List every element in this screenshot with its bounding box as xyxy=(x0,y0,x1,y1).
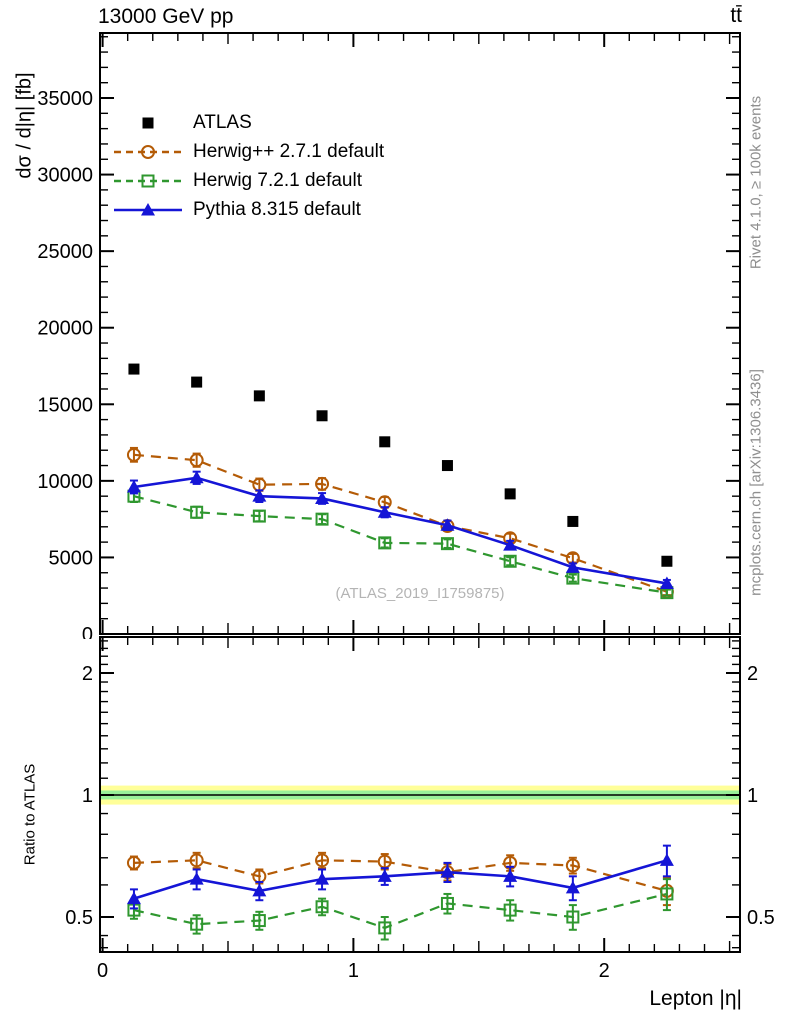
main-y-axis-label: dσ / d|η| [fb] xyxy=(13,72,36,179)
svg-text:0: 0 xyxy=(82,624,93,646)
atlas-uncertainty-band xyxy=(100,785,740,805)
tick-labels: 5000 10000 15000 20000 25000 30000 35000 0 0.5 0.… xyxy=(37,88,774,982)
series-herwig xyxy=(126,446,674,599)
ratio-series xyxy=(126,844,674,941)
svg-text:2: 2 xyxy=(747,663,758,685)
ratio-y-axis-label: Ratio to ATLAS xyxy=(21,763,39,866)
ratio-frame xyxy=(99,636,741,953)
analysis-watermark: (ATLAS_2019_I1759875) xyxy=(335,585,505,602)
legend-marker-pythia-icon xyxy=(114,202,182,215)
legend-label-pythia: Pythia 8.315 default xyxy=(193,198,361,220)
svg-text:1: 1 xyxy=(82,785,93,807)
series-atlas xyxy=(128,363,673,567)
main-series xyxy=(126,363,674,600)
beam-energy-title: 13000 GeV pp xyxy=(98,5,234,28)
ratio-series-herwig xyxy=(127,878,674,941)
axis-ticks xyxy=(100,33,740,952)
svg-text:20000: 20000 xyxy=(37,318,93,340)
ratio-series-pythia xyxy=(126,844,674,910)
legend-marker-herwigpp-icon xyxy=(114,144,182,159)
svg-text:0.5: 0.5 xyxy=(65,907,93,929)
svg-text:35000: 35000 xyxy=(37,88,93,110)
svg-text:2: 2 xyxy=(82,663,93,685)
legend-item-herwigpp: Herwig++ 2.7.1 default xyxy=(112,137,384,166)
svg-text:2: 2 xyxy=(599,960,610,982)
legend-item-herwig7: Herwig 7.2.1 default xyxy=(112,166,384,195)
mcplots-citation-note: mcplots.cern.ch [arXiv:1306.3436] xyxy=(747,369,765,596)
legend-marker-atlas-icon xyxy=(142,117,154,128)
series-pythia xyxy=(126,470,674,589)
svg-text:10000: 10000 xyxy=(37,471,93,493)
svg-text:5000: 5000 xyxy=(49,547,94,569)
main-frame xyxy=(99,32,741,635)
legend-label-atlas: ATLAS xyxy=(193,111,252,133)
legend-item-pythia: Pythia 8.315 default xyxy=(112,195,384,224)
series-herwig xyxy=(127,489,674,600)
svg-text:15000: 15000 xyxy=(37,394,93,416)
svg-text:25000: 25000 xyxy=(37,241,93,263)
svg-text:30000: 30000 xyxy=(37,165,93,187)
x-axis-label: Lepton |η| xyxy=(649,987,742,1010)
legend-marker-herwig7-icon xyxy=(114,174,182,187)
legend-label-herwig7: Herwig 7.2.1 default xyxy=(193,169,362,191)
plot-root: 5000 10000 15000 20000 25000 30000 35000 0 0.5 0.… xyxy=(37,32,775,982)
process-label: tt̄ xyxy=(730,4,742,27)
svg-text:1: 1 xyxy=(348,960,359,982)
legend: ATLAS Herwig++ 2.7.1 default Herwig 7.2.… xyxy=(112,108,384,224)
legend-item-atlas: ATLAS xyxy=(112,108,384,137)
svg-text:0.5: 0.5 xyxy=(747,907,775,929)
legend-label-herwigpp: Herwig++ 2.7.1 default xyxy=(193,140,385,162)
rivet-version-note: Rivet 4.1.0, ≥ 100k events xyxy=(747,95,765,270)
svg-text:0: 0 xyxy=(97,960,108,982)
ratio-series-herwig xyxy=(126,851,674,907)
svg-text:1: 1 xyxy=(747,785,758,807)
